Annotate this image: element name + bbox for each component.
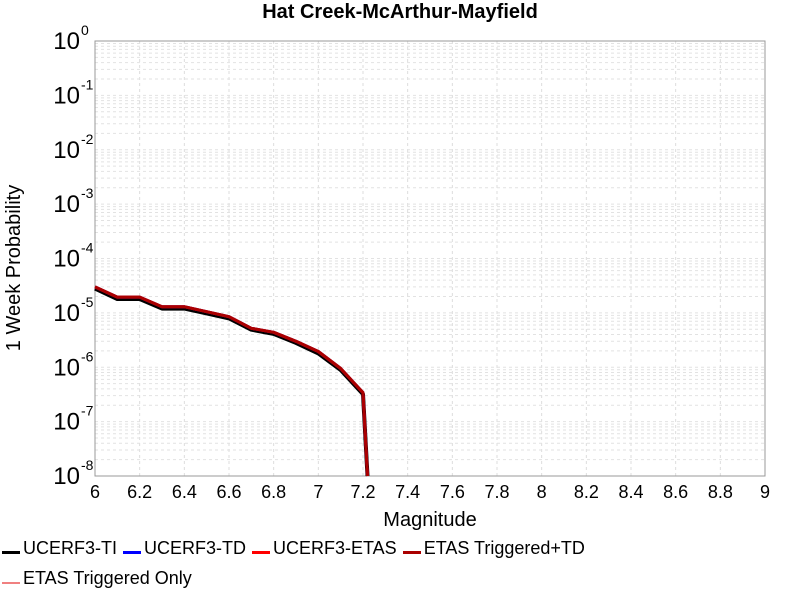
x-tick-label: 7.6 xyxy=(440,482,465,502)
x-tick-label: 8.6 xyxy=(663,482,688,502)
series-layer xyxy=(94,285,370,477)
x-tick-label: 6 xyxy=(90,482,100,502)
plot-area xyxy=(94,40,766,477)
y-tick-label-exponent: -7 xyxy=(81,403,94,419)
y-tick-label-base: 10 xyxy=(53,409,80,436)
legend-item-ucerf3-etas: UCERF3-ETAS xyxy=(252,538,397,559)
y-tick-label-base: 10 xyxy=(53,246,80,273)
x-tick-label: 8 xyxy=(537,482,547,502)
y-tick-label-base: 10 xyxy=(53,300,80,327)
y-tick-label-base: 10 xyxy=(53,191,80,218)
legend-label-ucerf3-ti: UCERF3-TI xyxy=(23,538,117,558)
y-tick-label-exponent: -4 xyxy=(81,240,94,256)
grid xyxy=(94,41,766,477)
legend-label-ucerf3-etas: UCERF3-ETAS xyxy=(273,538,397,558)
x-axis-ticks: 6 6.2 6.4 6.6 6.8 7 7.2 7.4 7.6 7.8 8 8.2 8.4 8.6 8.8 9 xyxy=(90,482,770,502)
y-tick-label-base: 10 xyxy=(53,28,80,55)
y-tick-label-base: 10 xyxy=(53,82,80,109)
legend-item-etas-triggered-td: ETAS Triggered+TD xyxy=(402,538,585,559)
x-tick-label: 7.4 xyxy=(395,482,420,502)
y-tick-label-exponent: -6 xyxy=(81,348,94,364)
legend-swatch-etas-triggered-td xyxy=(402,551,421,554)
y-tick-label-exponent: -3 xyxy=(81,185,94,201)
y-tick-label-exponent: 0 xyxy=(81,22,89,38)
x-tick-label: 6.6 xyxy=(216,482,241,502)
x-tick-label: 8.4 xyxy=(618,482,643,502)
legend-swatch-etas-triggered-only xyxy=(2,581,20,584)
legend-swatch-ucerf3-ti xyxy=(2,551,20,554)
x-tick-label: 8.2 xyxy=(574,482,599,502)
y-tick-label-base: 10 xyxy=(53,354,80,381)
series-line-etas-triggered-td xyxy=(94,285,369,477)
x-tick-label: 7.2 xyxy=(350,482,375,502)
x-tick-label: 7 xyxy=(313,482,323,502)
legend-item-ucerf3-ti: UCERF3-TI xyxy=(2,538,117,559)
legend-row-1: UCERF3-TI UCERF3-TD UCERF3-ETAS ETAS Tri… xyxy=(2,538,591,559)
y-tick-label-exponent: -2 xyxy=(81,131,94,147)
y-tick-label-exponent: -8 xyxy=(81,457,94,473)
x-tick-label: 9 xyxy=(760,482,770,502)
legend-item-etas-triggered-only: ETAS Triggered Only xyxy=(2,568,192,589)
legend-label-etas-triggered-only: ETAS Triggered Only xyxy=(23,568,192,588)
x-tick-label: 6.2 xyxy=(127,482,152,502)
y-axis-label: 1 Week Probability xyxy=(3,185,25,351)
chart-title: Hat Creek-McArthur-Mayfield xyxy=(262,1,538,23)
series-line-ucerf3-td xyxy=(94,285,369,477)
legend-label-ucerf3-td: UCERF3-TD xyxy=(144,538,246,558)
x-tick-label: 6.4 xyxy=(172,482,197,502)
legend-row-2: ETAS Triggered Only xyxy=(2,568,198,589)
y-tick-label-base: 10 xyxy=(53,137,80,164)
legend-swatch-ucerf3-td xyxy=(123,551,141,554)
y-tick-label-exponent: -1 xyxy=(81,76,94,92)
y-tick-label-base: 10 xyxy=(53,463,80,490)
series-line-ucerf3-etas xyxy=(94,285,369,477)
x-axis-label: Magnitude xyxy=(383,509,476,531)
x-tick-label: 7.8 xyxy=(484,482,509,502)
y-tick-label-exponent: -5 xyxy=(81,294,94,310)
x-tick-label: 8.8 xyxy=(708,482,733,502)
legend-swatch-ucerf3-etas xyxy=(252,551,270,554)
legend-label-etas-triggered-td: ETAS Triggered+TD xyxy=(423,538,585,558)
legend-item-ucerf3-td: UCERF3-TD xyxy=(123,538,246,559)
x-tick-label: 6.8 xyxy=(261,482,286,502)
